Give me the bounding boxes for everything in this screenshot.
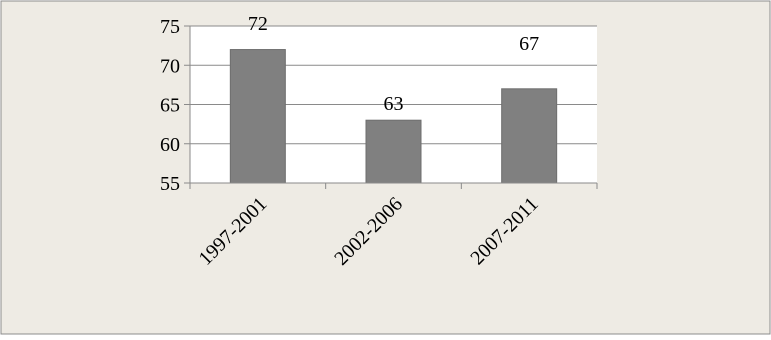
data-label: 72 <box>248 13 268 35</box>
bar-1997-2001 <box>229 49 286 184</box>
axes <box>189 26 598 189</box>
data-label: 63 <box>384 93 404 115</box>
y-tick-label: 65 <box>160 95 180 117</box>
bars <box>229 49 558 184</box>
y-tick-label: 60 <box>160 134 180 156</box>
bar-2007-2011 <box>501 88 558 184</box>
data-label: 67 <box>519 33 539 55</box>
data-labels: 72 63 67 <box>248 13 539 115</box>
y-tick-label: 55 <box>160 173 180 195</box>
bar-2002-2006 <box>365 119 422 184</box>
y-tick-label: 75 <box>160 16 180 38</box>
y-tick-label: 70 <box>160 55 180 77</box>
y-tick-labels: 55 60 65 70 75 <box>160 16 180 195</box>
